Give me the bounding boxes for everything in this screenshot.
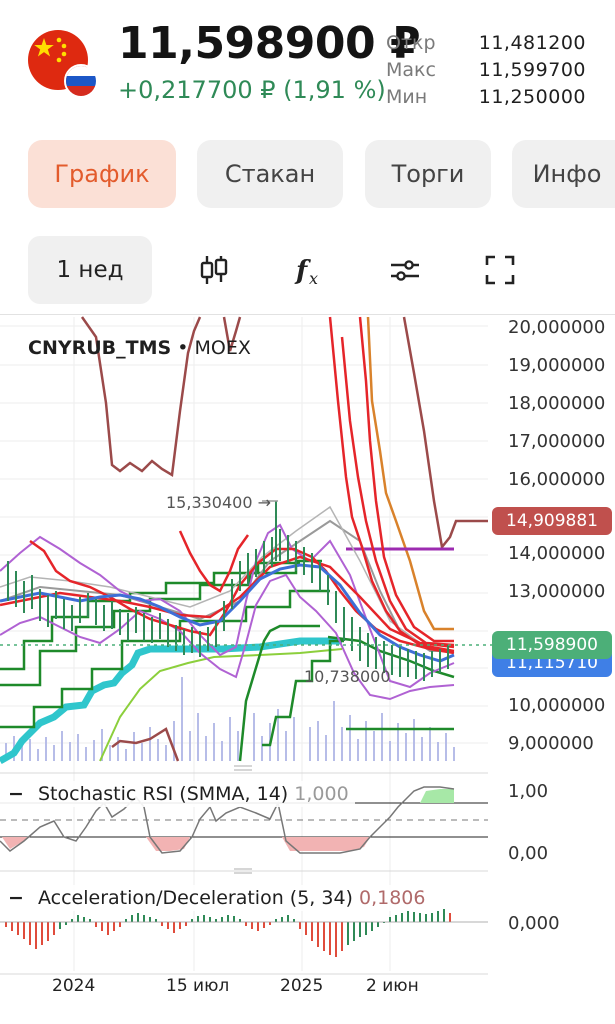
low-annotation: 10,738000: [304, 667, 391, 686]
tab-info[interactable]: Инфо: [512, 140, 615, 208]
period-selector[interactable]: 1 нед: [28, 236, 152, 304]
chart-area[interactable]: CNYRUB_TMS • MOEX 20,000000 19,000000 18…: [0, 314, 615, 1024]
symbol-exchange: MOEX: [194, 337, 251, 359]
x-tick-15jul: 15 июл: [166, 976, 230, 996]
high-annotation: 15,330400 →: [166, 493, 272, 512]
price-change: +0,217700 ₽ (1,91 %): [118, 76, 386, 104]
quote-header: 11,598900 ₽ +0,217700 ₽ (1,91 %) Откр 11…: [0, 0, 615, 125]
y-tick-19: 19,000000: [508, 355, 606, 376]
y-tick-14: 14,000000: [508, 543, 606, 564]
ohlc-low-label: Мин: [386, 86, 428, 108]
ac-title[interactable]: − Acceleration/Deceleration (5, 34) 0,180…: [0, 885, 432, 911]
ohlc-open-value: 11,481200: [478, 32, 586, 54]
ac-label: Acceleration/Deceleration (5, 34): [38, 887, 353, 909]
stoch-rsi-label: Stochastic RSI (SMMA, 14): [38, 783, 289, 805]
current-price: 11,598900 ₽: [118, 18, 421, 69]
ohlc-low: Мин 11,250000: [386, 86, 586, 113]
china-flag-icon: [28, 30, 88, 90]
function-icon[interactable]: f x: [282, 236, 338, 304]
ac-value: 0,1806: [359, 887, 426, 909]
stoch-tick-1: 1,00: [508, 781, 549, 802]
ac-tick-0: 0,000: [508, 913, 560, 934]
stoch-rsi-value: 1,000: [294, 783, 349, 805]
y-tick-10: 10,000000: [508, 695, 606, 716]
ohlc-open-label: Откр: [386, 32, 436, 54]
symbol-separator: •: [177, 337, 189, 359]
tab-bar: График Стакан Торги Инфо: [28, 140, 615, 208]
price-chart-canvas: [0, 316, 492, 975]
tab-trades[interactable]: Торги: [365, 140, 491, 208]
svg-text:f: f: [294, 256, 311, 286]
ohlc-high-value: 11,599700: [478, 59, 586, 81]
candlestick-icon[interactable]: [186, 236, 242, 304]
ohlc-table: Откр 11,481200 Макс 11,599700 Мин 11,250…: [386, 32, 586, 113]
russia-flag-icon: [64, 64, 98, 98]
stoch-rsi-title[interactable]: − Stochastic RSI (SMMA, 14) 1,000: [0, 781, 355, 807]
x-tick-2jun: 2 июн: [366, 976, 419, 996]
stoch-tick-0: 0,00: [508, 843, 549, 864]
symbol-ticker: CNYRUB_TMS: [28, 337, 172, 359]
tab-orderbook[interactable]: Стакан: [197, 140, 343, 208]
ohlc-high-label: Макс: [386, 59, 436, 81]
x-tick-2025: 2025: [280, 976, 324, 996]
collapse-icon[interactable]: −: [8, 887, 24, 909]
ohlc-high: Макс 11,599700: [386, 59, 586, 86]
y-tick-13: 13,000000: [508, 581, 606, 602]
y-tick-16: 16,000000: [508, 469, 606, 490]
svg-text:x: x: [309, 269, 318, 287]
y-tick-18: 18,000000: [508, 393, 606, 414]
price-tag-current: 11,598900: [492, 631, 612, 659]
ohlc-open: Откр 11,481200: [386, 32, 586, 59]
chart-symbol: CNYRUB_TMS • MOEX: [28, 337, 251, 359]
y-tick-20: 20,000000: [508, 317, 606, 338]
collapse-icon[interactable]: −: [8, 783, 24, 805]
settings-sliders-icon[interactable]: [377, 236, 433, 304]
x-tick-2024: 2024: [52, 976, 96, 996]
tab-chart[interactable]: График: [28, 140, 176, 208]
fullscreen-icon[interactable]: [472, 236, 528, 304]
y-tick-17: 17,000000: [508, 431, 606, 452]
y-tick-9: 9,000000: [508, 733, 594, 754]
price-tag-upper: 14,909881: [492, 507, 612, 535]
ohlc-low-value: 11,250000: [478, 86, 586, 108]
